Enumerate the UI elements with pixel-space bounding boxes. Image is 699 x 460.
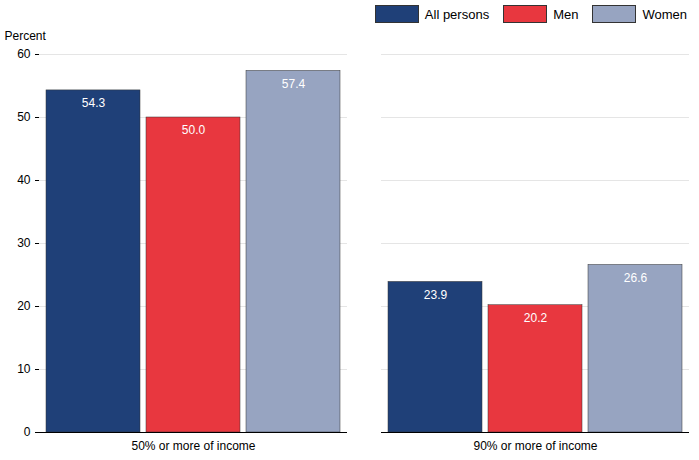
svg-text:54.3: 54.3 bbox=[82, 96, 106, 110]
svg-text:50: 50 bbox=[17, 110, 31, 124]
svg-text:50.0: 50.0 bbox=[182, 123, 206, 137]
svg-text:60: 60 bbox=[17, 47, 31, 61]
svg-text:23.9: 23.9 bbox=[424, 288, 448, 302]
svg-text:40: 40 bbox=[17, 173, 31, 187]
svg-text:0: 0 bbox=[24, 425, 31, 439]
html-text:All persons: All persons bbox=[424, 6, 490, 22]
svg-text:57.4: 57.4 bbox=[282, 77, 306, 91]
svg-text:10: 10 bbox=[17, 362, 31, 376]
svg-text:26.6: 26.6 bbox=[624, 271, 648, 285]
svg-text:20.2: 20.2 bbox=[524, 311, 548, 325]
svg-text:20: 20 bbox=[17, 299, 31, 313]
svg-text:30: 30 bbox=[17, 236, 31, 250]
svg-text:50% or more of income: 50% or more of income bbox=[131, 439, 255, 453]
html-text:Women: Women bbox=[642, 6, 687, 22]
svg-text:90% or more of income: 90% or more of income bbox=[473, 439, 597, 453]
svg-text:Percent: Percent bbox=[5, 29, 47, 43]
html-text:Men: Men bbox=[553, 6, 579, 22]
